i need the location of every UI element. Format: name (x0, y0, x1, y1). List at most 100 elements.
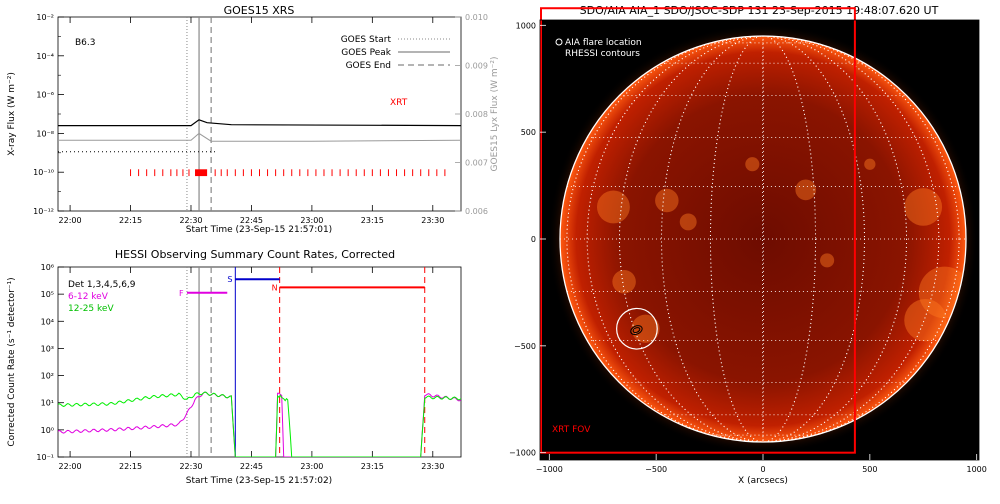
aia-title: SDO/AIA AIA_1 SDO/JSOC-SDP 131 23-Sep-20… (580, 4, 939, 17)
hessi-legend-12-25: 12-25 keV (68, 304, 114, 314)
aia-y-ticks: 1000 500 0 −500 −1000 (509, 21, 546, 458)
hessi-y-tick-label: 10⁴ (41, 317, 54, 326)
hessi-flag-label-S: S (227, 275, 232, 284)
aia-rhessi-contour-outer (630, 325, 643, 336)
goes-axes-frame (57, 16, 462, 212)
hessi-x-tick-label: 23:15 (361, 462, 384, 471)
aia-limb (559, 35, 967, 443)
hessi-x-tick-label: 23:30 (421, 462, 444, 471)
goes-x-tick-label: 22:00 (59, 216, 82, 225)
hessi-x-tick-label: 23:00 (300, 462, 323, 471)
goes-y-tick-label: 10⁻¹⁰ (33, 168, 54, 177)
aia-bright-region-5 (904, 188, 943, 226)
aia-y-tick-label: −1000 (509, 449, 536, 458)
goes-x-tick-label: 23:00 (300, 216, 323, 225)
aia-x-tick-label: −1000 (536, 465, 563, 474)
aia-bright-region-4 (795, 179, 817, 201)
aia-bright-region-10 (820, 253, 835, 268)
goes-xlabel: Start Time (23-Sep-15 21:57:01) (186, 225, 332, 235)
aia-bright-region-0 (596, 190, 630, 224)
goes-xrt-label: XRT (390, 98, 408, 108)
hessi-x-tick-label: 22:00 (59, 462, 82, 471)
aia-grid-meridian (566, 36, 960, 442)
aia-flare-marker (616, 307, 658, 350)
hessi-x-tick-label: 22:30 (179, 462, 202, 471)
aia-lat-lon-grid (560, 36, 966, 442)
hessi-title: HESSI Observing Summary Count Rates, Cor… (115, 248, 395, 261)
aia-axes-frame (539, 19, 980, 461)
goes-series (58, 119, 461, 153)
hessi-series-6-12-kev (58, 391, 461, 457)
aia-grid-meridian (762, 36, 764, 442)
aia-x-tick-label: −500 (645, 465, 667, 474)
goes-y-ticks: 10⁻² 10⁻⁴ 10⁻⁶ 10⁻⁸ 10⁻¹⁰ 10⁻¹² (33, 13, 64, 216)
hessi-xlabel: Start Time (23-Sep-15 21:57:02) (186, 476, 332, 486)
hessi-y-tick-label: 10⁻¹ (36, 453, 54, 462)
aia-bright-region-7 (904, 299, 947, 342)
aia-x-tick-label: 0 (760, 465, 765, 474)
goes-panel: GOES15 XRS 10⁻² 10⁻⁴ 10⁻⁶ 10⁻⁸ 10⁻¹⁰ 10⁻¹² 0.… (7, 4, 500, 235)
hessi-flag-label-F: F (179, 289, 184, 298)
aia-bright-region-3 (745, 157, 760, 172)
goes-vertical-lines (186, 17, 212, 211)
aia-xrt-fov-label: XRT FOV (552, 425, 591, 435)
hessi-y-tick-label: 10⁵ (41, 290, 54, 299)
goes-y-tick-label: 10⁻⁶ (36, 91, 54, 100)
hessi-y-tick-label: 10¹ (41, 399, 54, 408)
aia-flare-circle (616, 307, 658, 350)
aia-panel: SDO/AIA AIA_1 SDO/JSOC-SDP 131 23-Sep-20… (509, 4, 987, 486)
aia-y-tick-label: 0 (531, 235, 536, 244)
goes-y-tick-label: 10⁻² (36, 13, 54, 22)
aia-xlabel: X (arcsecs) (738, 476, 788, 486)
hessi-y-tick-label: 10⁰ (41, 426, 54, 435)
aia-grid-meridian (586, 36, 940, 442)
goes-title: GOES15 XRS (224, 4, 295, 17)
aia-y-tick-label: 1000 (516, 21, 536, 30)
goes-legend-end-label: GOES End (346, 61, 391, 71)
goes-class-label: B6.3 (75, 38, 96, 48)
hessi-series (58, 391, 461, 457)
hessi-flag-label-N: N (272, 283, 278, 292)
aia-legend-rhessi: RHESSI contours (565, 49, 640, 59)
hessi-x-ticks: 22:00 22:15 22:30 22:45 23:00 23:15 23:30 (59, 267, 444, 471)
goes-y-right-ticks: 0.010 0.009 0.008 0.007 0.006 (455, 13, 488, 216)
hessi-y-tick-label: 10³ (41, 344, 54, 353)
goes-y-right-tick-label: 0.010 (465, 13, 488, 22)
aia-y-tick-label: 500 (521, 128, 536, 137)
hessi-ylabel: Corrected Count Rate (s⁻¹ detector⁻¹) (7, 277, 17, 446)
hessi-y-tick-label: 10² (41, 372, 54, 381)
aia-x-tick-label: 1000 (967, 465, 987, 474)
aia-rhessi-contour-inner (632, 327, 641, 334)
goes-xrt-marks (130, 169, 446, 177)
hessi-y-tick-label: 10⁶ (41, 263, 54, 272)
goes-y-right-tick-label: 0.008 (465, 110, 488, 119)
goes-x-tick-label: 23:15 (361, 216, 384, 225)
goes-ylabel: X-ray Flux (W m⁻²) (7, 72, 17, 156)
aia-grid-meridian (618, 36, 908, 442)
aia-bright-region-2 (679, 213, 697, 231)
hessi-flags: F S N (179, 275, 425, 298)
hessi-legend-6-12: 6-12 keV (68, 292, 109, 302)
hessi-legend: Det 1,3,4,5,6,9 6-12 keV 12-25 keV (68, 280, 136, 314)
hessi-x-tick-label: 22:45 (240, 462, 263, 471)
goes-x-tick-label: 23:30 (421, 216, 444, 225)
goes-legend: GOES Start GOES Peak GOES End (341, 35, 450, 71)
goes-legend-start-label: GOES Start (341, 35, 392, 45)
hessi-y-ticks: 10⁶ 10⁵ 10⁴ 10³ 10² 10¹ 10⁰ 10⁻¹ (36, 263, 64, 462)
goes-y-right-tick-label: 0.007 (465, 159, 488, 168)
goes-x-ticks: 22:00 22:15 22:30 22:45 23:00 23:15 23:30 (59, 17, 444, 225)
aia-grid-meridian (709, 36, 817, 442)
goes-y-tick-label: 10⁻⁸ (36, 129, 54, 138)
aia-bright-region-9 (612, 269, 636, 294)
aia-legend-flare: AIA flare location (565, 38, 642, 48)
goes-y-tick-label: 10⁻¹² (33, 207, 54, 216)
goes-y-right-tick-label: 0.006 (465, 207, 488, 216)
hessi-vertical-lines (186, 267, 426, 457)
aia-bright-region-11 (864, 158, 876, 170)
goes-y-right-tick-label: 0.009 (465, 62, 488, 71)
hessi-x-tick-label: 22:15 (119, 462, 142, 471)
goes-x-tick-label: 22:15 (119, 216, 142, 225)
aia-xrt-fov-box (540, 7, 856, 454)
